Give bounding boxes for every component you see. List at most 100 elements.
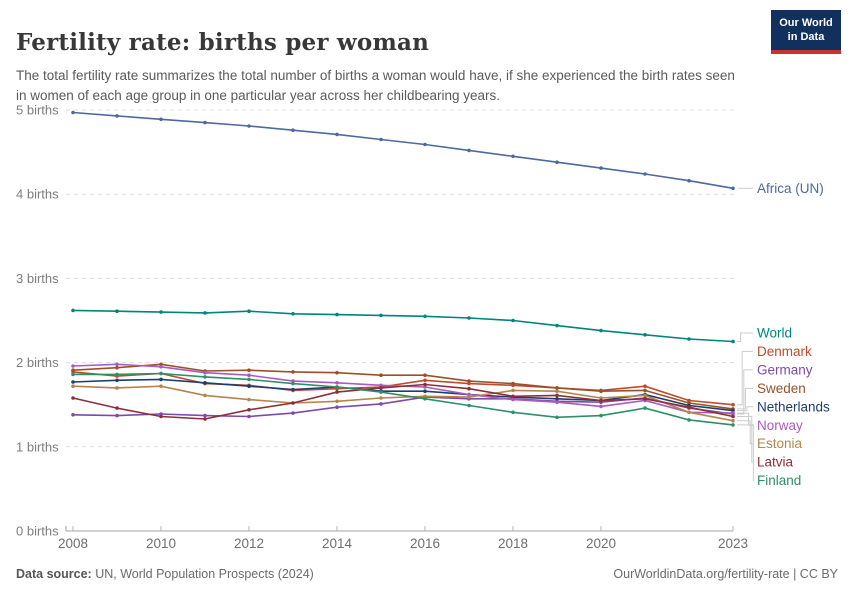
data-point	[555, 160, 559, 164]
data-point	[247, 309, 251, 314]
data-point	[71, 384, 75, 389]
data-point	[335, 381, 339, 385]
x-tick-label: 2020	[586, 536, 616, 551]
data-point	[71, 368, 75, 373]
data-point	[467, 379, 471, 383]
data-point	[159, 365, 163, 369]
owid-citation-link[interactable]: OurWorldinData.org/fertility-rate | CC B…	[613, 567, 838, 581]
data-point	[555, 389, 559, 394]
legend-connector	[737, 424, 754, 482]
data-point	[599, 413, 603, 418]
y-tick-label: 3 births	[16, 271, 59, 286]
owid-logo-line2: in Data	[787, 31, 825, 44]
legend-label-germany[interactable]: Germany	[757, 362, 813, 377]
data-point	[643, 172, 647, 176]
data-point	[335, 390, 339, 394]
data-point	[291, 312, 295, 316]
data-point	[423, 378, 427, 383]
data-point	[731, 186, 735, 191]
data-point	[291, 128, 295, 132]
series-line[interactable]	[72, 371, 734, 406]
data-point	[599, 328, 603, 333]
data-point	[423, 394, 427, 399]
data-point	[247, 397, 251, 402]
x-tick-label: 2018	[498, 536, 528, 551]
data-point	[599, 396, 603, 400]
series-line[interactable]	[72, 385, 734, 422]
data-point	[687, 418, 691, 422]
owid-logo[interactable]: Our World in Data	[771, 10, 841, 54]
data-point	[555, 393, 559, 398]
data-point	[511, 394, 515, 399]
data-point	[159, 412, 163, 416]
data-point	[291, 411, 295, 415]
data-point	[159, 371, 163, 376]
legend-connector	[737, 387, 753, 410]
data-point	[291, 401, 295, 405]
x-tick-label: 2014	[322, 536, 353, 551]
data-point	[159, 414, 163, 419]
series-line[interactable]	[72, 378, 734, 412]
data-point	[247, 377, 251, 382]
legend-label-denmark[interactable]: Denmark	[757, 344, 812, 359]
data-point	[379, 383, 383, 388]
series-sweden[interactable]	[71, 362, 735, 411]
series-line[interactable]	[72, 309, 734, 343]
data-point	[467, 148, 471, 153]
data-point	[511, 154, 515, 159]
data-point	[423, 397, 427, 401]
series-africa-un[interactable]	[71, 110, 735, 191]
data-point	[467, 381, 471, 386]
x-tick-label: 2023	[718, 536, 748, 551]
series-line[interactable]	[72, 363, 734, 410]
data-point	[731, 414, 735, 419]
legend-label-africa-un[interactable]: Africa (UN)	[757, 181, 824, 196]
data-point	[247, 124, 251, 128]
data-source-label: Data source:	[16, 567, 92, 581]
legend-label-finland[interactable]: Finland	[757, 473, 801, 488]
data-point	[203, 381, 207, 385]
series-line[interactable]	[72, 111, 734, 190]
series-world[interactable]	[71, 308, 735, 344]
data-point	[731, 339, 735, 344]
legend-label-norway[interactable]: Norway	[757, 418, 803, 433]
legend-connector	[737, 406, 753, 412]
legend-label-world[interactable]: World	[757, 326, 792, 341]
data-point	[203, 417, 207, 421]
data-point	[379, 386, 383, 390]
data-point	[599, 398, 603, 403]
data-point	[555, 400, 559, 405]
data-point	[335, 312, 339, 317]
data-point	[643, 388, 647, 393]
series-line[interactable]	[72, 383, 734, 420]
legend-label-latvia[interactable]: Latvia	[757, 455, 794, 470]
data-point	[599, 389, 603, 394]
series-line[interactable]	[73, 372, 734, 426]
data-point	[247, 414, 251, 419]
legend-label-sweden[interactable]: Sweden	[757, 381, 806, 396]
data-point	[379, 402, 383, 406]
data-point	[599, 404, 603, 409]
data-point	[511, 388, 515, 393]
data-point	[115, 413, 119, 418]
data-point	[467, 386, 471, 391]
series-latvia[interactable]	[71, 382, 735, 421]
legend-connector	[737, 420, 753, 445]
data-point	[643, 406, 647, 410]
data-point	[71, 372, 75, 377]
data-point	[643, 333, 647, 337]
legend-label-estonia[interactable]: Estonia	[757, 436, 803, 451]
data-point	[555, 397, 559, 401]
legend-connector	[737, 369, 753, 415]
data-point	[511, 410, 515, 415]
data-point	[203, 393, 207, 398]
data-point	[643, 397, 647, 401]
chart-subtitle: The total fertility rate summarizes the …	[16, 67, 735, 104]
x-tick-label: 2008	[58, 536, 88, 551]
legend-label-netherlands[interactable]: Netherlands	[757, 399, 830, 414]
series-finland[interactable]	[71, 371, 735, 427]
data-point	[71, 413, 75, 417]
data-point	[115, 406, 119, 410]
